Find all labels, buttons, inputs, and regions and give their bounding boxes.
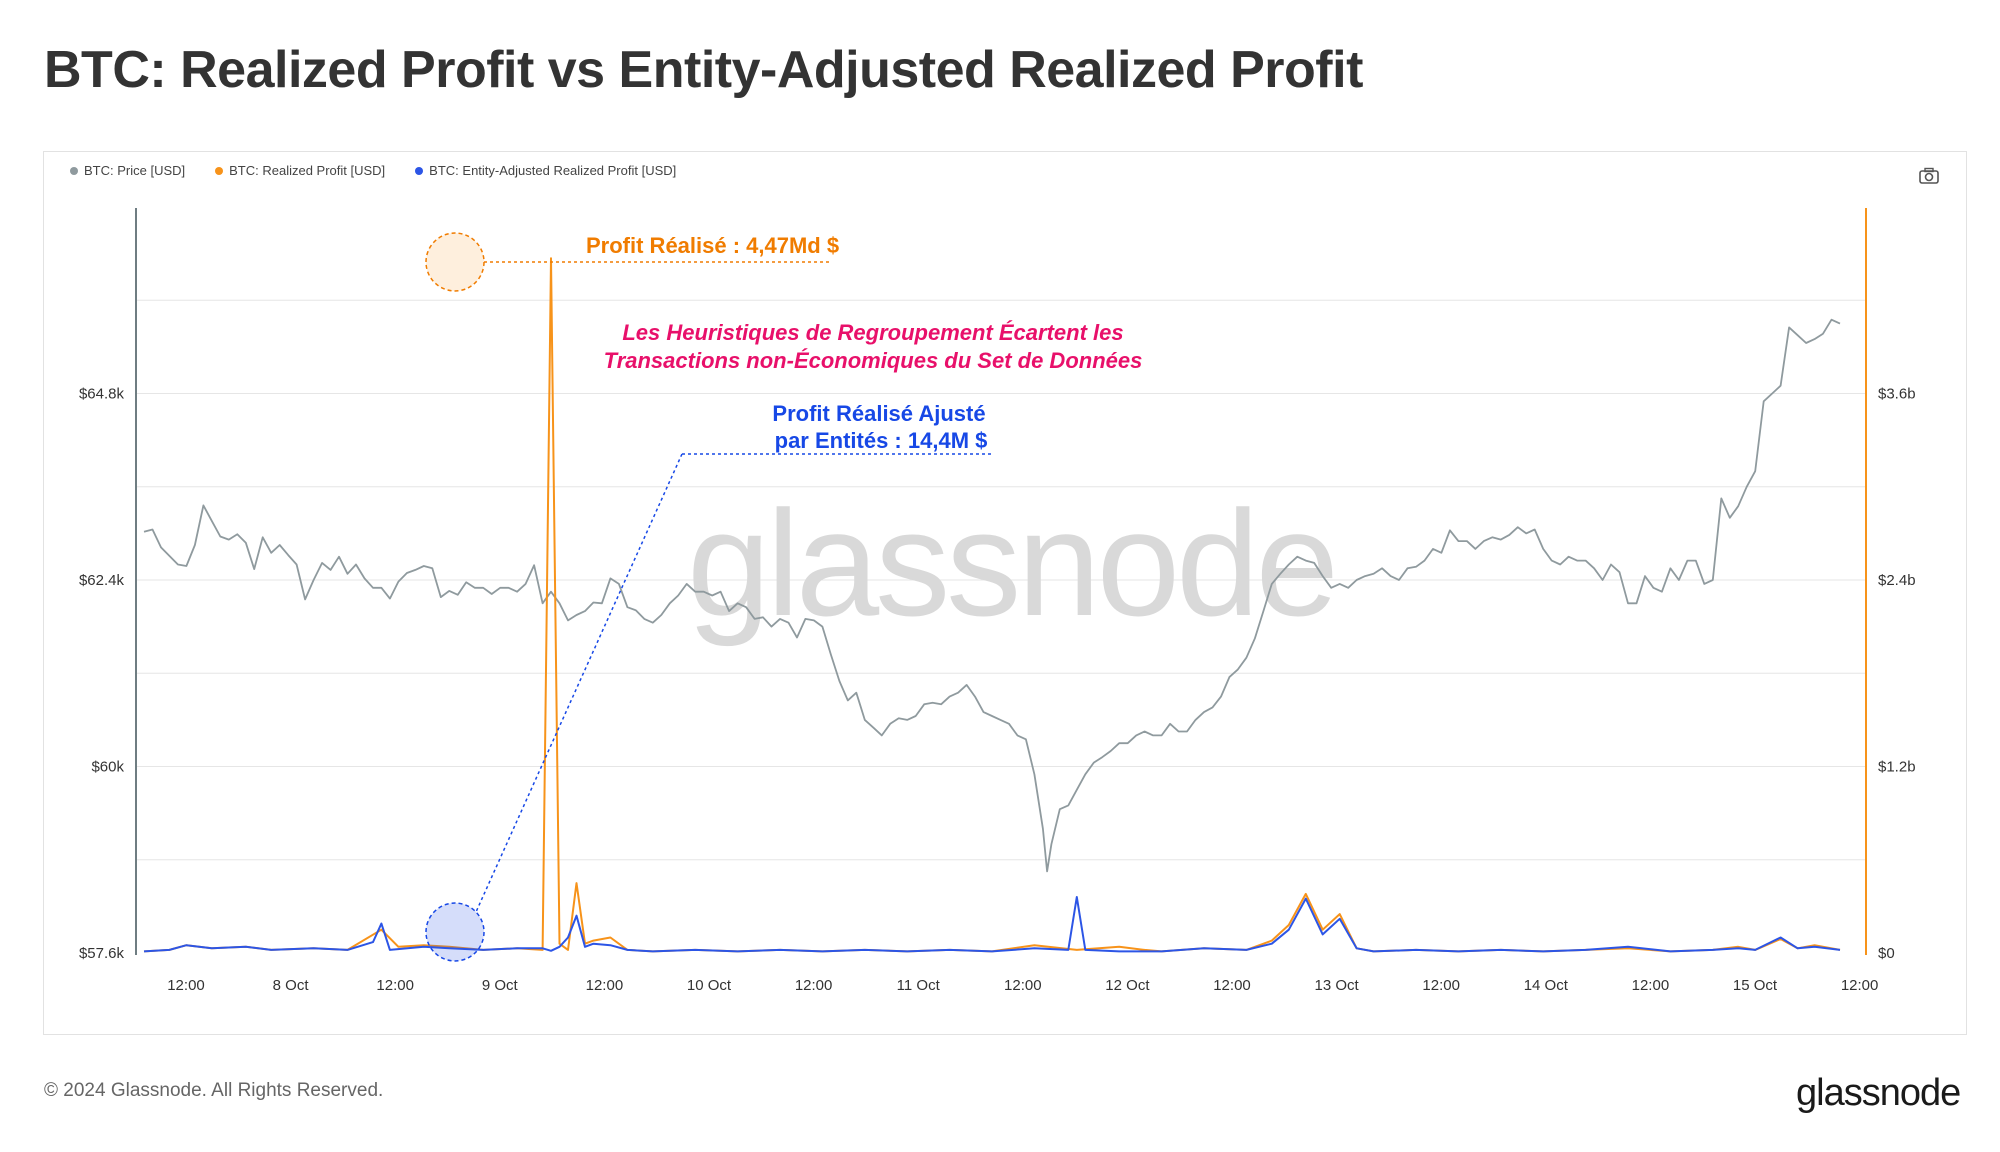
watermark: glassnode: [687, 479, 1335, 647]
legend-item-entity-adjusted-profit[interactable]: BTC: Entity-Adjusted Realized Profit [US…: [415, 163, 676, 178]
x-tick-label: 12:00: [1841, 977, 1879, 994]
legend-label-realized-profit: BTC: Realized Profit [USD]: [229, 163, 386, 178]
legend-label-entity-adjusted-profit: BTC: Entity-Adjusted Realized Profit [US…: [429, 163, 677, 178]
legend-label-price: BTC: Price [USD]: [84, 163, 186, 178]
adjusted-profit-annotation-line2: par Entités : 14,4M $: [775, 428, 988, 453]
series-layer: [143, 257, 1841, 953]
heuristic-annotation-line2: Transactions non-Économiques du Set de D…: [604, 348, 1143, 373]
y-right-tick-label: $3.6b: [1878, 386, 1916, 403]
x-tick-label: 11 Oct: [897, 977, 941, 994]
x-tick-label: 12:00: [376, 977, 414, 994]
heuristic-annotation-line1: Les Heuristiques de Regroupement Écarten…: [622, 320, 1123, 345]
y-left-tick-label: $62.4k: [79, 572, 125, 589]
chart-panel: [43, 151, 1967, 1035]
x-tick-label: 12:00: [1004, 977, 1042, 994]
x-tick-label: 15 Oct: [1733, 977, 1778, 994]
realized-profit-annotation: Profit Réalisé : 4,47Md $: [586, 233, 839, 258]
footer-logo: glassnode: [1796, 1072, 1961, 1114]
series-line-price: [143, 318, 1841, 873]
x-tick-label: 12:00: [167, 977, 205, 994]
camera-icon[interactable]: [1918, 166, 1940, 186]
x-tick-label: 13 Oct: [1315, 977, 1360, 994]
x-tick-label: 8 Oct: [273, 977, 310, 994]
y-right-tick-label: $2.4b: [1878, 572, 1916, 589]
chart-legend: BTC: Price [USD] BTC: Realized Profit [U…: [70, 163, 676, 178]
footer-copyright: © 2024 Glassnode. All Rights Reserved.: [44, 1080, 384, 1101]
y-right-tick-label: $1.2b: [1878, 759, 1916, 776]
legend-dot-realized-profit: [215, 166, 224, 175]
legend-item-price[interactable]: BTC: Price [USD]: [70, 163, 185, 178]
adjusted-profit-highlight-circle: [425, 902, 485, 962]
x-tick-label: 12 Oct: [1105, 977, 1150, 994]
realized-profit-highlight-circle: [425, 232, 485, 292]
x-tick-label: 12:00: [586, 977, 624, 994]
x-tick-label: 12:00: [1632, 977, 1670, 994]
adjusted-profit-annotation-line1: Profit Réalisé Ajusté: [772, 401, 985, 426]
x-tick-label: 12:00: [1213, 977, 1251, 994]
x-tick-label: 9 Oct: [482, 977, 519, 994]
legend-dot-price: [70, 166, 78, 175]
axis-layer: $57.6k $60k $62.4k $64.8k $0 $1.2b $2.4b $3.6b 1…: [79, 208, 1916, 994]
legend-item-realized-profit[interactable]: BTC: Realized Profit [USD]: [215, 163, 385, 178]
x-tick-label: 12:00: [795, 977, 833, 994]
annotation-layer: Profit Réalisé : 4,47Md $ Les Heuristiqu…: [425, 232, 1143, 962]
page-title: BTC: Realized Profit vs Entity-Adjusted …: [44, 41, 1363, 99]
y-left-tick-label: $60k: [91, 759, 124, 776]
series-line-entity-adjusted-profit: [143, 896, 1841, 953]
legend-dot-entity-adjusted-profit: [415, 166, 424, 175]
x-tick-label: 10 Oct: [687, 977, 732, 994]
x-tick-label: 12:00: [1422, 977, 1460, 994]
adjusted-profit-leader-line: [475, 453, 683, 913]
y-left-tick-label: $57.6k: [79, 945, 125, 962]
y-left-tick-label: $64.8k: [79, 386, 125, 403]
x-tick-label: 14 Oct: [1524, 977, 1569, 994]
y-right-tick-label: $0: [1878, 945, 1895, 962]
grid-layer: [136, 299, 1866, 861]
